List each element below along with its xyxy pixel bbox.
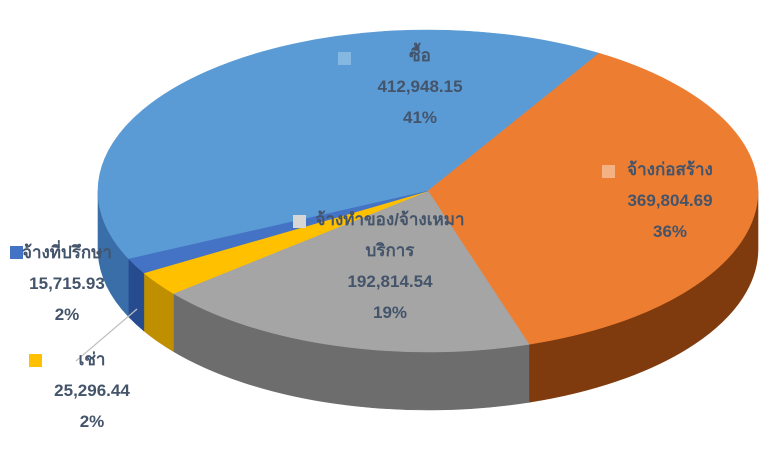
slice-value: 192,814.54 — [347, 272, 433, 291]
slice-label: จ้างก่อสร้าง — [627, 160, 713, 179]
slice-label: ซื้อ — [409, 46, 431, 65]
slice-percent: 2% — [54, 305, 80, 324]
slice-value: 369,804.69 — [627, 191, 713, 210]
slice-value: 25,296.44 — [54, 381, 130, 400]
pie-slice-0[interactable] — [97, 29, 600, 260]
slice-label-line2: บริการ — [365, 241, 415, 260]
slice-percent: 36% — [652, 222, 688, 241]
legend-key-icon — [10, 246, 23, 259]
legend-key-icon — [293, 215, 306, 228]
legend-key-icon — [602, 165, 615, 178]
leader-line-rent — [75, 308, 138, 362]
slice-percent: 2% — [79, 412, 105, 431]
slice-percent: 41% — [402, 108, 438, 127]
pie-slice-4[interactable] — [128, 190, 429, 274]
slice-label-line1: จ้างทำของ/จ้างเหมา — [315, 210, 465, 229]
data-label-consultant: จ้างที่ปรึกษา 15,715.93 2% — [0, 238, 134, 331]
legend-key-icon — [29, 354, 42, 367]
data-label-rent: เช่า 25,296.44 2% — [12, 344, 172, 437]
slice-label: จ้างที่ปรึกษา — [22, 243, 112, 262]
pie-slice-1[interactable] — [427, 53, 759, 345]
slice-value: 15,715.93 — [29, 274, 105, 293]
legend-key-icon — [338, 52, 351, 65]
data-label-service: จ้างทำของ/จ้างเหมา บริการ 192,814.54 19% — [288, 204, 492, 328]
slice-label: เช่า — [78, 350, 106, 369]
slice-value: 412,948.15 — [377, 77, 463, 96]
data-label-construction: จ้างก่อสร้าง 369,804.69 36% — [578, 154, 762, 247]
data-label-buy: ซื้อ 412,948.15 41% — [325, 40, 515, 133]
slice-percent: 19% — [372, 303, 408, 322]
pie-slice-2[interactable] — [172, 190, 530, 353]
